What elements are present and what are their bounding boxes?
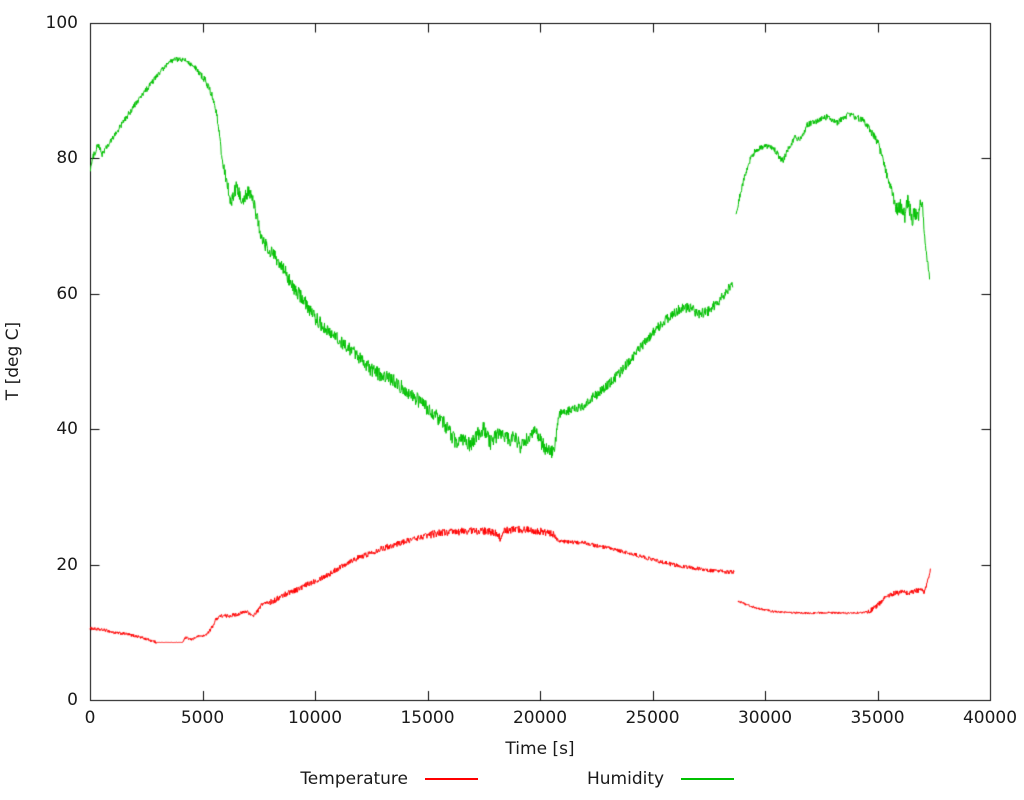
y-tick-label: 20 bbox=[56, 554, 78, 575]
y-tick-label: 80 bbox=[56, 148, 78, 169]
y-tick-label: 100 bbox=[45, 12, 78, 33]
legend-label-temperature: Temperature bbox=[300, 769, 408, 789]
y-axis-label: T [deg C] bbox=[3, 321, 23, 401]
legend-item-humidity: Humidity bbox=[587, 769, 735, 789]
x-tick-label: 15000 bbox=[400, 708, 455, 728]
y-tick-label: 0 bbox=[67, 690, 78, 710]
y-tick-label: 60 bbox=[56, 283, 78, 304]
x-tick-label: 5000 bbox=[180, 708, 225, 728]
legend-line-humidity bbox=[681, 778, 735, 780]
x-tick-label: 25000 bbox=[625, 708, 680, 728]
legend: Temperature Humidity bbox=[0, 769, 1024, 793]
x-axis-label: Time [s] bbox=[505, 739, 575, 759]
legend-label-humidity: Humidity bbox=[587, 769, 665, 789]
x-tick-label: 0 bbox=[84, 708, 96, 728]
x-tick-label: 30000 bbox=[737, 708, 793, 728]
x-tick-label: 35000 bbox=[850, 708, 905, 728]
x-tick-label: 20000 bbox=[512, 708, 568, 728]
x-tick-label: 40000 bbox=[962, 708, 1018, 728]
legend-line-temperature bbox=[425, 778, 478, 780]
x-tick-label: 10000 bbox=[287, 708, 343, 728]
legend-item-temperature: Temperature bbox=[300, 769, 478, 789]
y-tick-label: 40 bbox=[56, 419, 78, 440]
